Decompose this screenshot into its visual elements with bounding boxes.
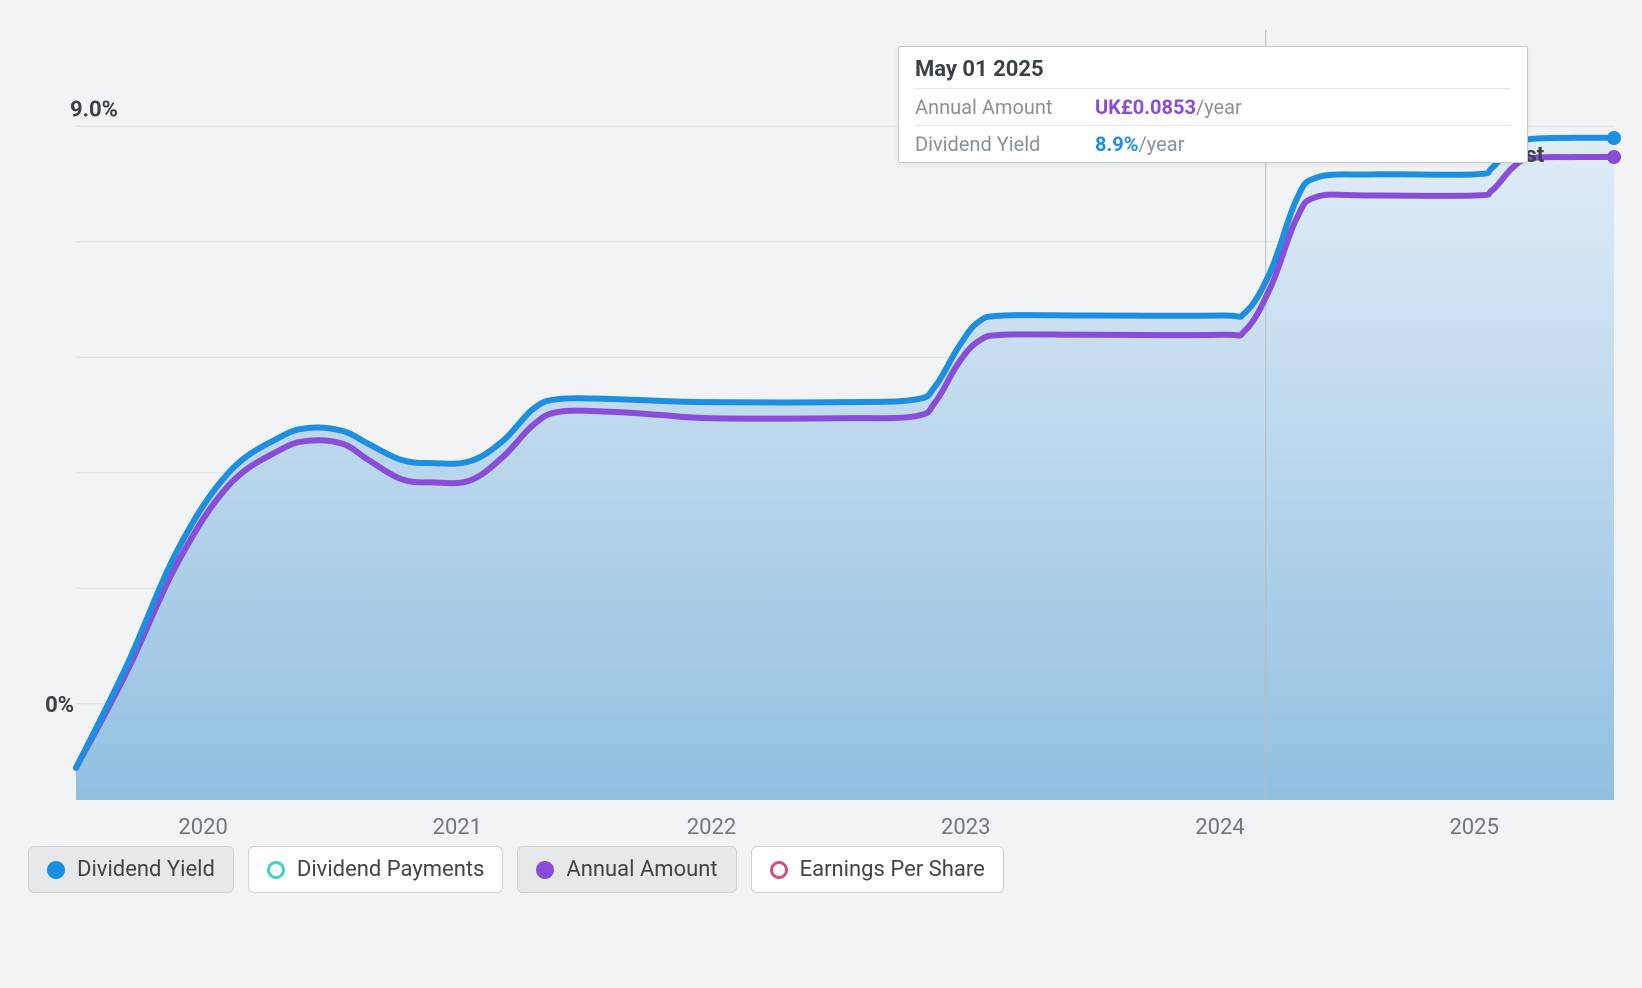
plot-area[interactable]: 9.0%0%202020212022202320242025 Past May … bbox=[28, 20, 1614, 840]
tooltip-row-label: Dividend Yield bbox=[915, 132, 1095, 156]
tooltip-row-value: UK£0.0853/year bbox=[1095, 95, 1242, 119]
svg-text:9.0%: 9.0% bbox=[70, 97, 118, 122]
svg-text:0%: 0% bbox=[45, 693, 74, 718]
chart-container: 9.0%0%202020212022202320242025 Past May … bbox=[0, 0, 1642, 988]
tooltip-row-label: Annual Amount bbox=[915, 95, 1095, 119]
legend-marker-icon bbox=[267, 861, 285, 879]
legend-label: Dividend Payments bbox=[297, 857, 485, 882]
endpoint-dot-yield bbox=[1607, 131, 1621, 145]
legend-marker-icon bbox=[770, 861, 788, 879]
tooltip-row-value: 8.9%/year bbox=[1095, 132, 1184, 156]
legend: Dividend Yield Dividend Payments Annual Am… bbox=[28, 846, 1614, 893]
svg-text:2022: 2022 bbox=[687, 815, 736, 840]
legend-item[interactable]: Earnings Per Share bbox=[751, 846, 1004, 893]
legend-marker-icon bbox=[536, 861, 554, 879]
svg-text:2020: 2020 bbox=[178, 815, 227, 840]
legend-item[interactable]: Dividend Payments bbox=[248, 846, 504, 893]
tooltip-row: Dividend Yield8.9%/year bbox=[915, 125, 1511, 162]
tooltip-row: Annual AmountUK£0.0853/year bbox=[915, 88, 1511, 125]
legend-item[interactable]: Dividend Yield bbox=[28, 846, 234, 893]
tooltip-date: May 01 2025 bbox=[915, 57, 1511, 88]
svg-text:2023: 2023 bbox=[941, 815, 990, 840]
svg-text:2021: 2021 bbox=[433, 815, 482, 840]
svg-text:2024: 2024 bbox=[1195, 815, 1244, 840]
legend-item[interactable]: Annual Amount bbox=[517, 846, 736, 893]
legend-marker-icon bbox=[47, 861, 65, 879]
endpoint-dot-amount bbox=[1607, 150, 1621, 164]
legend-label: Dividend Yield bbox=[77, 857, 215, 882]
legend-label: Annual Amount bbox=[566, 857, 717, 882]
hover-tooltip: May 01 2025 Annual AmountUK£0.0853/yearD… bbox=[898, 46, 1528, 163]
legend-label: Earnings Per Share bbox=[800, 857, 985, 882]
svg-text:2025: 2025 bbox=[1449, 815, 1498, 840]
